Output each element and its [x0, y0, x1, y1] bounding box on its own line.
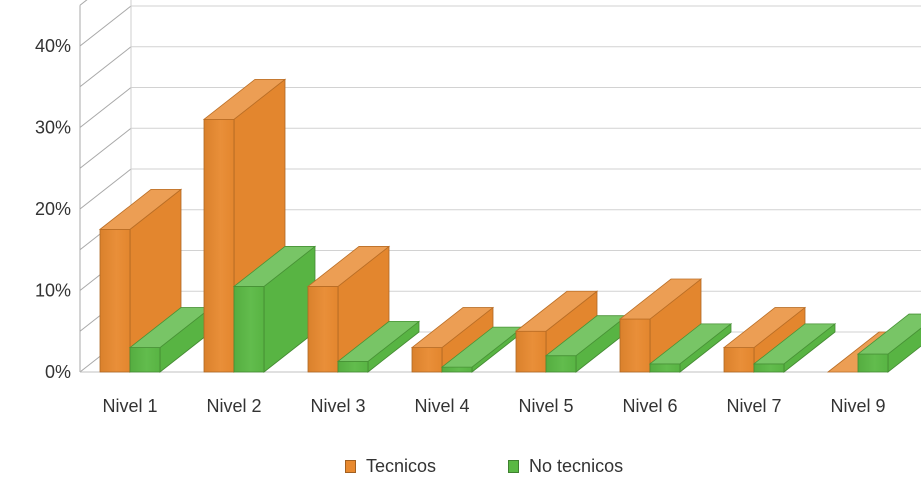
bar-tecnicos-top	[514, 290, 599, 332]
y-tick-label: 0%	[45, 362, 71, 382]
bar-tecnicos-top	[202, 78, 287, 120]
bar-tecnicos-top	[306, 246, 391, 287]
x-tick-label: Nivel 5	[518, 396, 573, 416]
legend: Tecnicos No tecnicos	[345, 456, 623, 477]
bar-no-tecnicos	[753, 363, 785, 373]
bar-no-tecnicos-top	[752, 323, 837, 365]
bar-tecnicos	[515, 330, 547, 373]
bar-no-tecnicos-top	[856, 313, 921, 355]
y-tick-label: 20%	[35, 199, 71, 219]
bar-tecnicos	[99, 228, 131, 373]
x-tick-label: Nivel 6	[622, 396, 677, 416]
y-tick-label: 30%	[35, 118, 71, 138]
y-tick-label: 40%	[35, 36, 71, 56]
depth-line	[79, 0, 88, 6]
bar-no-tecnicos	[441, 366, 473, 373]
bar-tecnicos	[411, 347, 443, 373]
bar-no-tecnicos	[857, 353, 889, 373]
x-tick-label: Nivel 7	[726, 396, 781, 416]
bar-no-tecnicos	[545, 355, 577, 373]
bar-tecnicos-top	[410, 307, 495, 348]
legend-label-series-1: Tecnicos	[366, 456, 437, 476]
depth-line	[79, 5, 132, 47]
bar-no-tecnicos	[233, 286, 265, 373]
depth-line	[79, 87, 132, 128]
bar-tecnicos	[307, 286, 339, 373]
x-tick-label: Nivel 4	[414, 396, 469, 416]
bar-tecnicos	[203, 118, 235, 373]
bar-no-tecnicos	[337, 361, 369, 373]
bar-tecnicos-top	[98, 188, 183, 230]
legend-swatch-series-2	[508, 460, 520, 473]
legend-item-series-2: No tecnicos	[508, 456, 623, 477]
x-tick-label: Nivel 3	[310, 396, 365, 416]
legend-item-series-1: Tecnicos	[345, 456, 436, 477]
bar-tecnicos	[723, 347, 755, 373]
bar-tecnicos	[619, 318, 651, 373]
y-tick-label: 10%	[35, 281, 71, 301]
x-tick-label: Nivel 2	[206, 396, 261, 416]
depth-line	[79, 46, 132, 88]
bar-no-tecnicos-top	[648, 323, 733, 365]
legend-swatch-series-1	[345, 460, 356, 473]
bar-tecnicos-top	[722, 307, 807, 348]
bar-no-tecnicos	[649, 363, 681, 373]
depth-line	[79, 127, 132, 169]
depth-line	[79, 168, 132, 210]
legend-label-series-2: No tecnicos	[529, 456, 624, 476]
bar-no-tecnicos-top	[232, 246, 317, 287]
bar-tecnicos-top	[618, 278, 703, 320]
bar-no-tecnicos-top	[336, 321, 421, 362]
bar-no-tecnicos	[129, 347, 161, 373]
x-tick-label: Nivel 1	[102, 396, 157, 416]
x-tick-label: Nivel 9	[830, 396, 885, 416]
